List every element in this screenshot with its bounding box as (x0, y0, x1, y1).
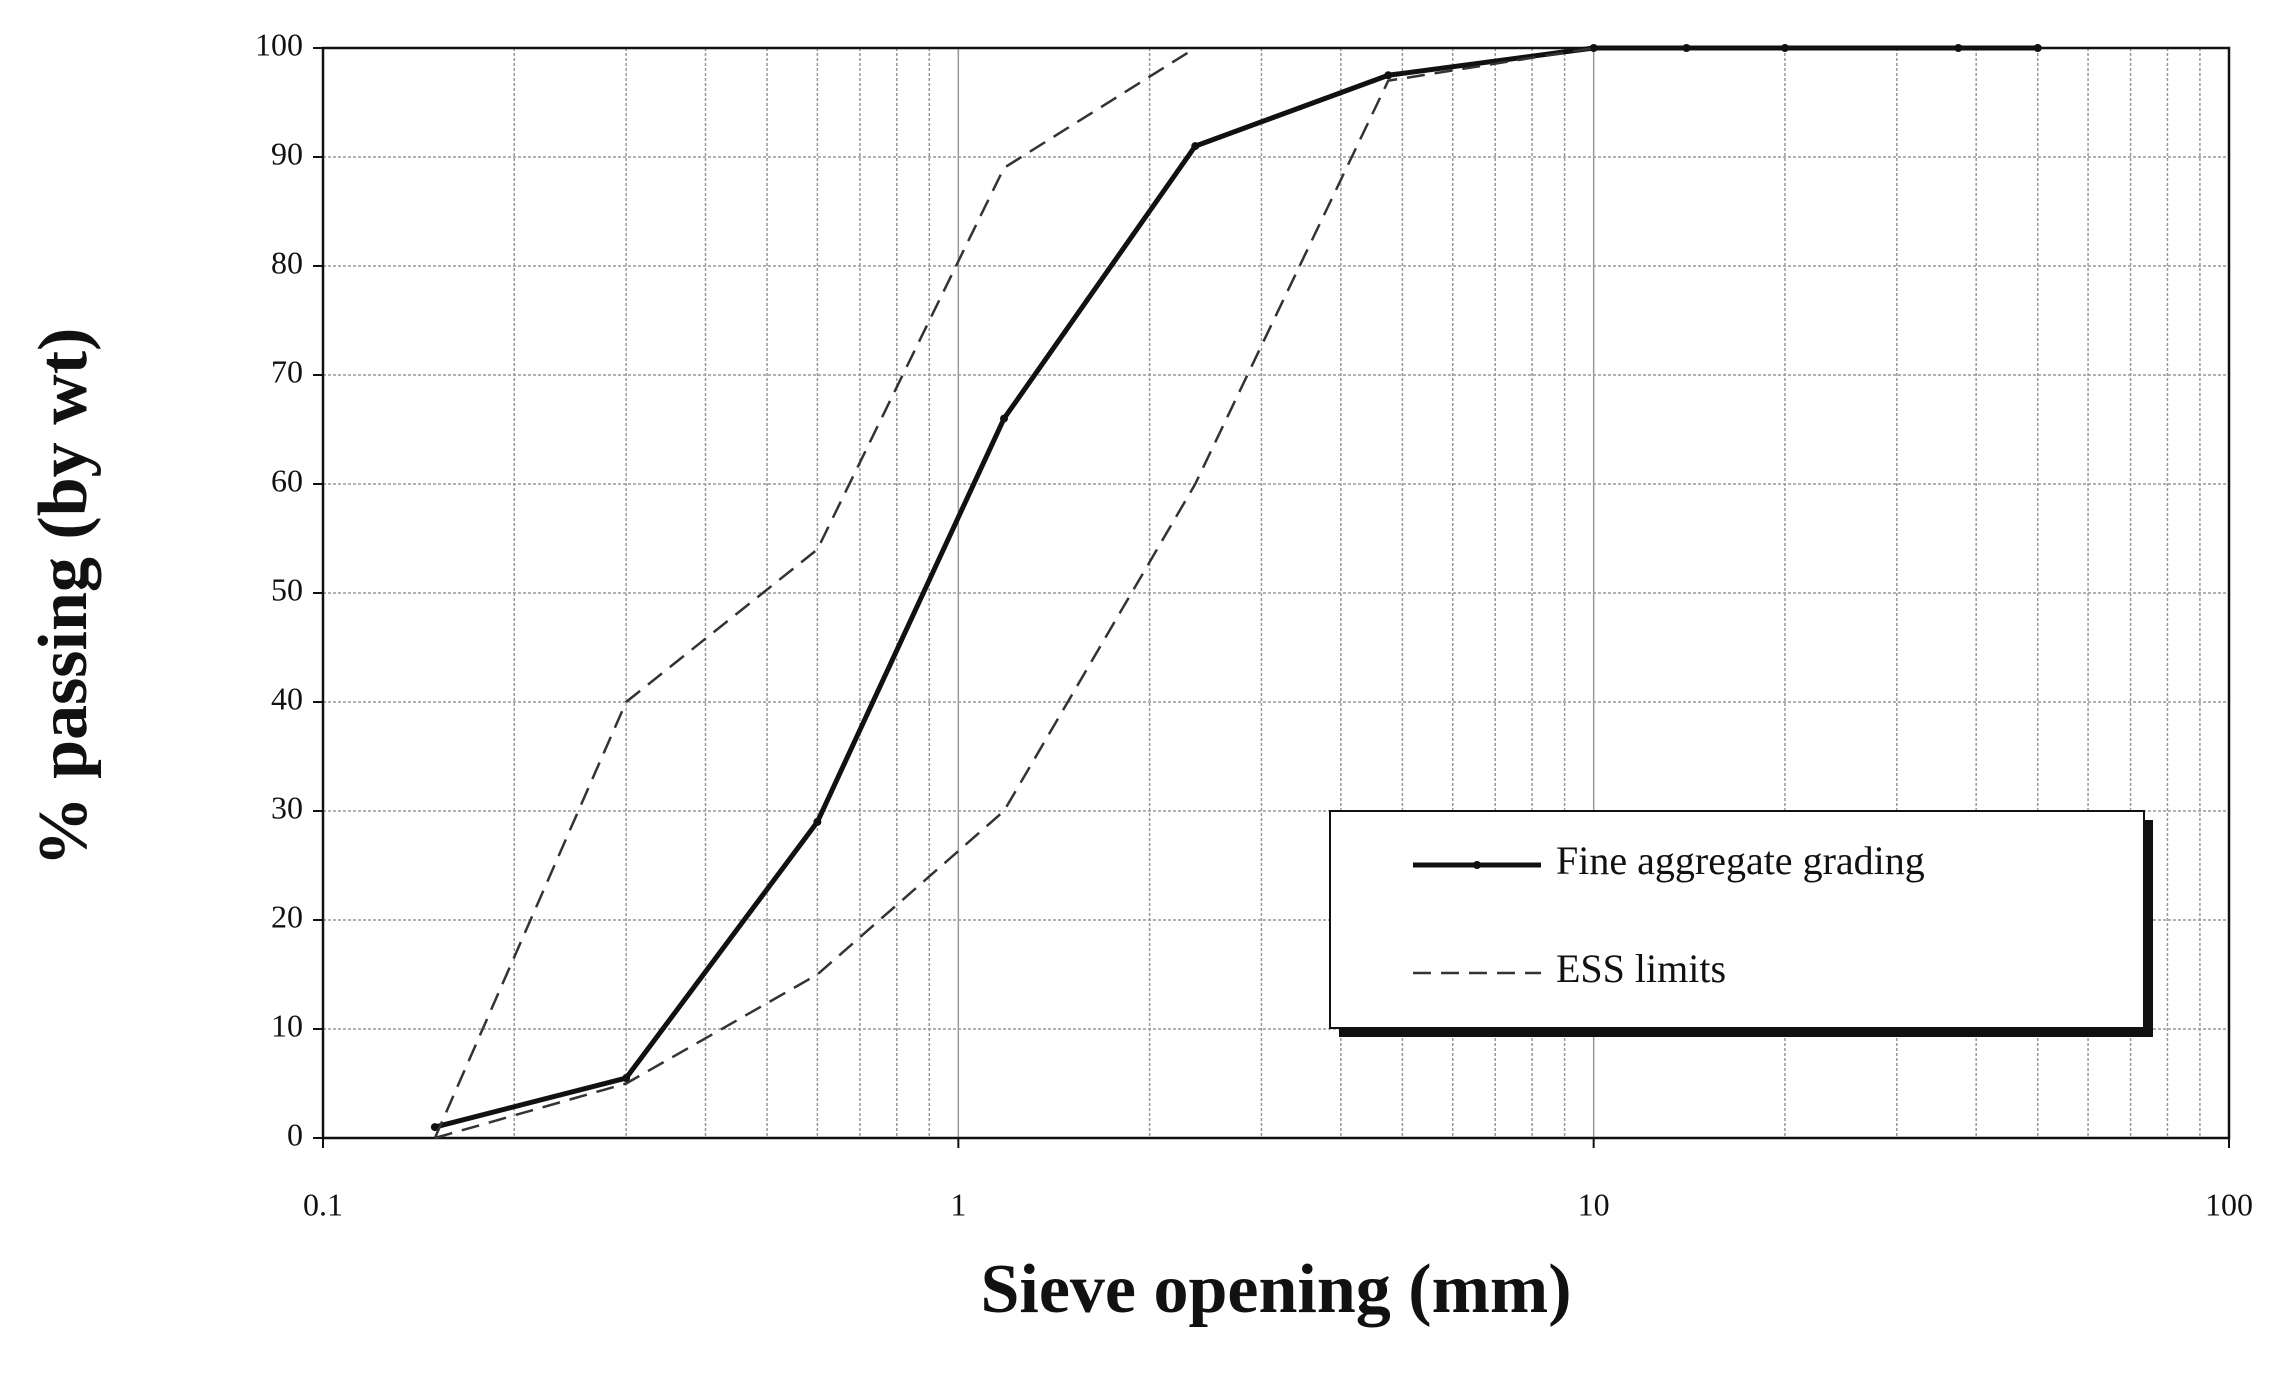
x-tick-label: 1 (950, 1186, 966, 1222)
legend (1329, 810, 2145, 1029)
point (813, 817, 822, 826)
x-tick-label: 0.1 (303, 1186, 343, 1222)
point (1000, 414, 1009, 423)
y-axis-title: % passing (by wt) (25, 328, 102, 867)
legend-label: Fine aggregate grading (1556, 838, 1925, 883)
point (622, 1074, 631, 1083)
y-tick-label: 10 (271, 1007, 303, 1043)
y-tick-label: 90 (271, 135, 303, 171)
series-line (434, 46, 1594, 1140)
x-tick-label: 100 (2205, 1186, 2253, 1222)
plot-frame (321, 46, 2231, 1140)
series-line (433, 46, 1196, 1139)
point (1682, 44, 1691, 52)
y-tick-label: 70 (271, 353, 303, 389)
point (1589, 44, 1598, 52)
legend-label: ESS limits (1556, 946, 1726, 991)
y-tick-label: 0 (287, 1116, 303, 1152)
point (1780, 44, 1789, 52)
y-tick-label: 20 (271, 898, 303, 934)
x-tick-label: 10 (1578, 1186, 1610, 1222)
y-tick-label: 60 (271, 462, 303, 498)
point (430, 1123, 439, 1132)
point (1384, 71, 1393, 80)
y-tick-label: 100 (255, 26, 303, 62)
y-tick-label: 80 (271, 244, 303, 280)
y-tick-label: 40 (271, 680, 303, 716)
legend-marker (1473, 861, 1481, 869)
y-tick-label: 50 (271, 571, 303, 607)
point (1954, 44, 1963, 52)
point (1191, 142, 1200, 151)
x-axis-title: Sieve opening (mm) (980, 1251, 1571, 1328)
point (2033, 44, 2042, 52)
y-tick-label: 30 (271, 789, 303, 825)
